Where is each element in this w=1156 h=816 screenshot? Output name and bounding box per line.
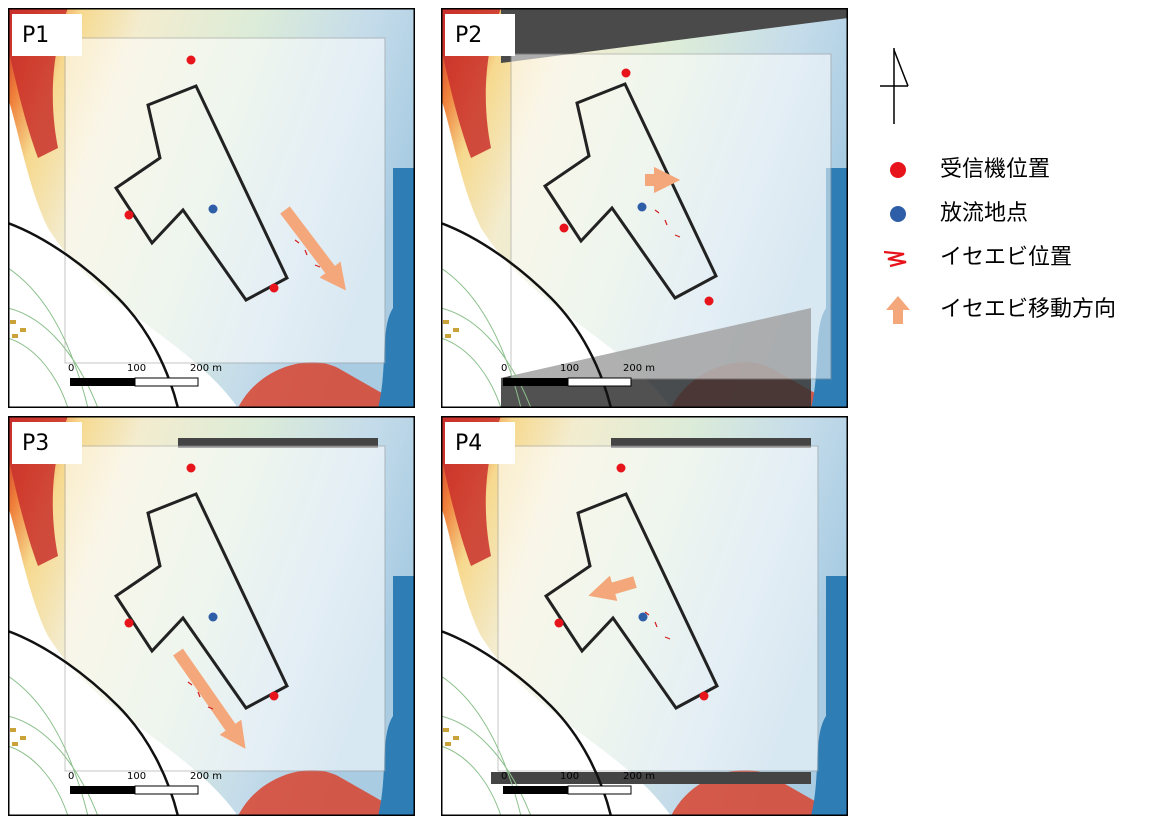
map-panel: P1 0 100 200 m — [8, 8, 415, 408]
receiver — [125, 619, 134, 628]
scale-label: 0 — [501, 771, 507, 782]
release-point — [639, 613, 648, 622]
receiver — [555, 619, 564, 628]
scale-label: 100 — [127, 363, 146, 374]
scale-label: 200 m — [623, 771, 655, 782]
legend-label: 放流地点 — [940, 201, 1028, 226]
scale-white — [135, 786, 198, 794]
scale-label: 0 — [68, 771, 74, 782]
map-body: P4 0 100 200 m — [441, 416, 848, 816]
map-panel: P3 0 100 200 m — [8, 416, 415, 816]
legend-label: 受信機位置 — [940, 157, 1050, 182]
receiver — [560, 224, 569, 233]
scale-black — [70, 786, 135, 794]
scale-label: 0 — [501, 363, 507, 374]
scale-label: 200 m — [190, 363, 222, 374]
survey-area — [511, 54, 831, 379]
receiver — [270, 284, 279, 293]
scale-label: 200 m — [623, 363, 655, 374]
scale-white — [135, 378, 198, 386]
scale-label: 200 m — [190, 771, 222, 782]
scale-white — [568, 786, 631, 794]
scale-label: 100 — [560, 363, 579, 374]
release-point — [209, 205, 218, 214]
map-body: P2 0 100 200 m — [441, 8, 848, 408]
figure: 受信機位置 放流地点 イセエビ位置 イセエビ移動方向 P10100200 mP2… — [0, 0, 1156, 816]
survey-area — [498, 446, 818, 771]
receiver — [270, 692, 279, 701]
panel-label: P3 — [22, 431, 49, 456]
receiver-icon — [890, 162, 906, 178]
legend: 受信機位置 放流地点 イセエビ位置 イセエビ移動方向 — [880, 48, 1116, 324]
scale-white — [568, 378, 631, 386]
panel-label: P1 — [22, 23, 49, 48]
scale-label: 100 — [560, 771, 579, 782]
map-panel: P2 0 100 200 m — [441, 8, 848, 408]
map-panel: P4 0 100 200 m — [441, 416, 848, 816]
receiver — [622, 69, 631, 78]
receiver — [617, 464, 626, 473]
scale-label: 0 — [68, 363, 74, 374]
panel-label: P2 — [455, 23, 482, 48]
map-body: P3 0 100 200 m — [8, 416, 415, 816]
movement-icon — [886, 296, 910, 324]
scale-label: 100 — [127, 771, 146, 782]
panel-label: P4 — [455, 431, 482, 456]
release-point — [209, 613, 218, 622]
receiver — [705, 297, 714, 306]
receiver — [187, 464, 196, 473]
map-figure: 受信機位置 放流地点 イセエビ位置 イセエビ移動方向 P10100200 mP2… — [0, 0, 1156, 816]
receiver — [187, 56, 196, 65]
receiver — [125, 211, 134, 220]
north-arrow — [880, 48, 908, 124]
map-body: P1 0 100 200 m — [8, 8, 415, 408]
release-icon — [890, 206, 906, 222]
scale-black — [70, 378, 135, 386]
receiver — [700, 692, 709, 701]
survey-area — [65, 38, 385, 363]
release-point — [638, 203, 647, 212]
legend-label: イセエビ位置 — [940, 245, 1072, 270]
lobster-track-icon — [884, 252, 906, 266]
scale-black — [503, 786, 568, 794]
scale-black — [503, 378, 568, 386]
legend-label: イセエビ移動方向 — [940, 297, 1116, 322]
